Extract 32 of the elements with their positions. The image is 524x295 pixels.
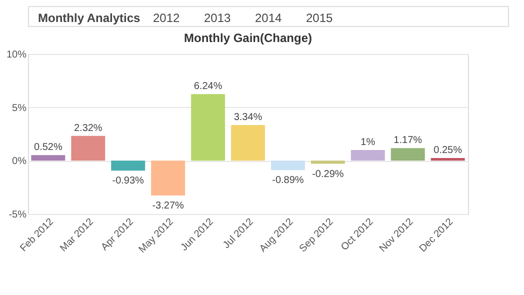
bar — [350, 150, 385, 161]
chart-title: Monthly Gain(Change) — [184, 31, 312, 45]
bar — [111, 160, 146, 171]
text: 2014 — [255, 11, 282, 25]
bar — [270, 160, 305, 170]
text: Monthly Analytics — [38, 11, 141, 25]
data-label: -0.89% — [272, 175, 304, 186]
y-tick-label: 10% — [6, 50, 27, 60]
text: 2013 — [204, 11, 232, 25]
data-label: -0.29% — [312, 168, 344, 180]
y-tick-label: 0% — [12, 156, 27, 168]
y-tick-label: 5% — [12, 102, 27, 114]
data-label: -0.93% — [112, 176, 144, 187]
bar — [151, 160, 186, 196]
text: 2012 — [153, 11, 180, 25]
bar — [71, 136, 106, 161]
bar — [310, 160, 345, 164]
data-label: 1.17% — [394, 135, 422, 146]
data-label: 1% — [360, 137, 376, 148]
data-label: 0.25% — [434, 145, 462, 156]
data-label: 0.52% — [34, 142, 62, 154]
data-label: 2.32% — [74, 122, 102, 134]
bar — [430, 158, 465, 161]
y-tick-label: -5% — [8, 210, 27, 220]
text: 2015 — [306, 11, 334, 25]
data-label: 6.24% — [194, 81, 222, 92]
bar — [231, 125, 265, 161]
bar — [31, 155, 66, 161]
data-label: 3.34% — [234, 112, 262, 124]
bar — [390, 148, 425, 161]
bar — [191, 94, 226, 161]
data-label: -3.27% — [152, 200, 184, 212]
